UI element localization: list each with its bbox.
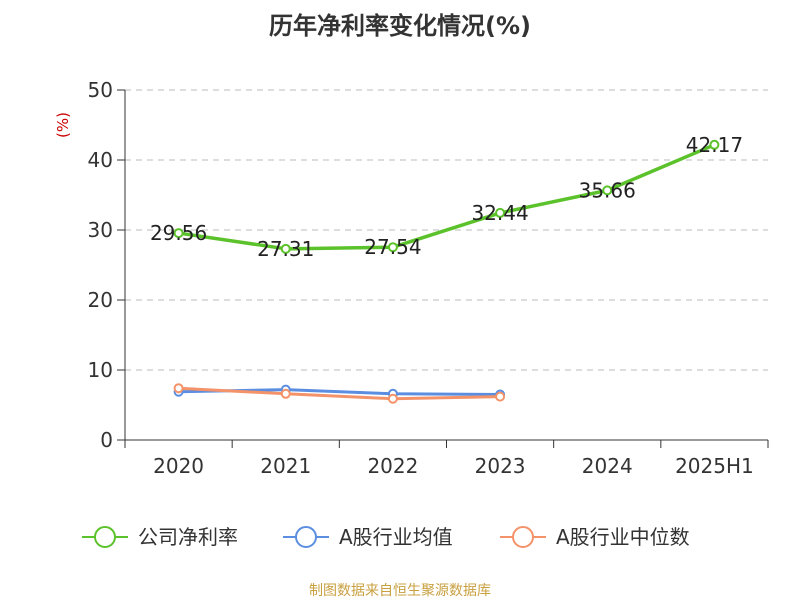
- legend-label-1[interactable]: A股行业均值: [339, 525, 453, 549]
- data-point[interactable]: [495, 391, 506, 402]
- y-tick-labels: 0 10 20 30 40 50: [88, 78, 113, 452]
- x-tick-label: 2022: [367, 454, 418, 478]
- x-tick-labels: 2020 2021 2022 2023 2024 2025H1: [153, 454, 754, 478]
- data-point[interactable]: [495, 207, 506, 218]
- x-tick-label: 2021: [260, 454, 311, 478]
- source-note: 制图数据来自恒生聚源数据库: [309, 583, 491, 599]
- data-label: 32.44: [471, 201, 528, 225]
- data-point[interactable]: [387, 242, 398, 253]
- data-labels: 29.56 27.31 27.54 32.44 35.66 42.17: [150, 133, 743, 261]
- y-tick-label: 0: [100, 428, 113, 452]
- legend: 公司净利率 A股行业均值 A股行业中位数: [82, 525, 690, 549]
- y-tick-label: 10: [88, 358, 113, 382]
- series-line-0: [178, 143, 716, 251]
- data-point[interactable]: [602, 185, 613, 196]
- data-point[interactable]: [173, 383, 184, 394]
- x-tick-label: 2024: [582, 454, 633, 478]
- axes: [117, 89, 769, 448]
- y-tick-label: 50: [88, 78, 113, 102]
- series-line-2: [178, 386, 501, 401]
- x-tick-label: 2025H1: [675, 454, 754, 478]
- data-point[interactable]: [387, 393, 398, 404]
- y-tick-label: 20: [88, 288, 113, 312]
- data-label: 27.54: [364, 235, 421, 259]
- data-point[interactable]: [280, 388, 291, 399]
- data-label: 29.56: [150, 221, 207, 245]
- x-tick-label: 2020: [153, 454, 204, 478]
- data-label: 27.31: [257, 237, 314, 261]
- x-tick-label: 2023: [475, 454, 526, 478]
- data-label: 42.17: [686, 133, 743, 157]
- legend-marker-2[interactable]: [512, 526, 534, 548]
- data-label: 35.66: [579, 178, 636, 202]
- data-point[interactable]: [709, 139, 720, 150]
- series-layer: [173, 139, 720, 404]
- y-axis-unit: (%): [54, 112, 72, 138]
- y-tick-label: 40: [88, 148, 113, 172]
- y-tick-label: 30: [88, 218, 113, 242]
- data-point[interactable]: [173, 228, 184, 239]
- legend-label-0[interactable]: 公司净利率: [138, 525, 238, 549]
- data-point[interactable]: [280, 243, 291, 254]
- chart-title: 历年净利率变化情况(%): [269, 12, 531, 40]
- legend-marker-1[interactable]: [295, 526, 317, 548]
- legend-marker-0[interactable]: [94, 526, 116, 548]
- legend-label-2[interactable]: A股行业中位数: [556, 525, 690, 549]
